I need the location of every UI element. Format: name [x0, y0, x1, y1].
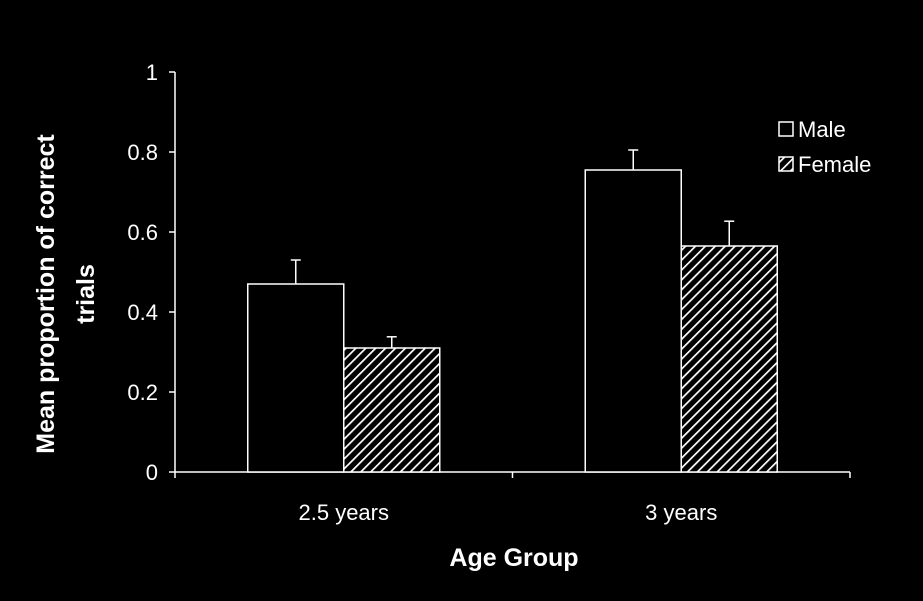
y-ticks: 0 0.2 0.4 0.6 0.8 1: [127, 60, 175, 485]
bars: [247, 169, 778, 473]
legend-swatch-male: [778, 121, 794, 137]
legend-swatch-female: [778, 156, 794, 172]
x-tick-label: 2.5 years: [299, 500, 390, 525]
bar-female: [343, 347, 441, 473]
legend-label-female: Female: [798, 152, 871, 177]
error-bars: [290, 149, 735, 348]
x-tick-label: 3 years: [645, 500, 717, 525]
legend-item-male: Male: [778, 117, 846, 142]
bar-male: [584, 169, 682, 473]
y-axis-title-line-1: Mean proportion of correct: [32, 134, 60, 454]
x-axis-title: Age Group: [449, 544, 578, 572]
y-tick-label: 0.8: [127, 140, 158, 165]
y-tick-label: 0.6: [127, 220, 158, 245]
legend-item-female: Female: [778, 152, 871, 177]
y-tick-label: 0.2: [127, 380, 158, 405]
x-ticks: 2.5 years 3 years: [174, 472, 851, 525]
bar-female: [680, 245, 778, 473]
y-axis-title-line-2: trials: [72, 264, 100, 324]
legend-label-male: Male: [798, 117, 846, 142]
legend: Male Female: [778, 117, 871, 177]
bar-male: [247, 283, 345, 473]
y-tick-label: 1: [146, 60, 158, 85]
y-tick-label: 0.4: [127, 300, 158, 325]
y-tick-label: 0: [146, 460, 158, 485]
